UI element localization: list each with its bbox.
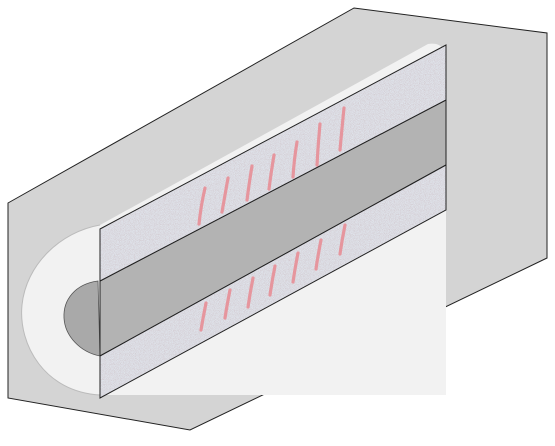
bore-recess bbox=[63, 280, 101, 357]
upper-stripe-marks bbox=[197, 106, 346, 226]
lower-stripe-marks bbox=[199, 223, 347, 332]
insulation-outline bbox=[21, 224, 101, 396]
